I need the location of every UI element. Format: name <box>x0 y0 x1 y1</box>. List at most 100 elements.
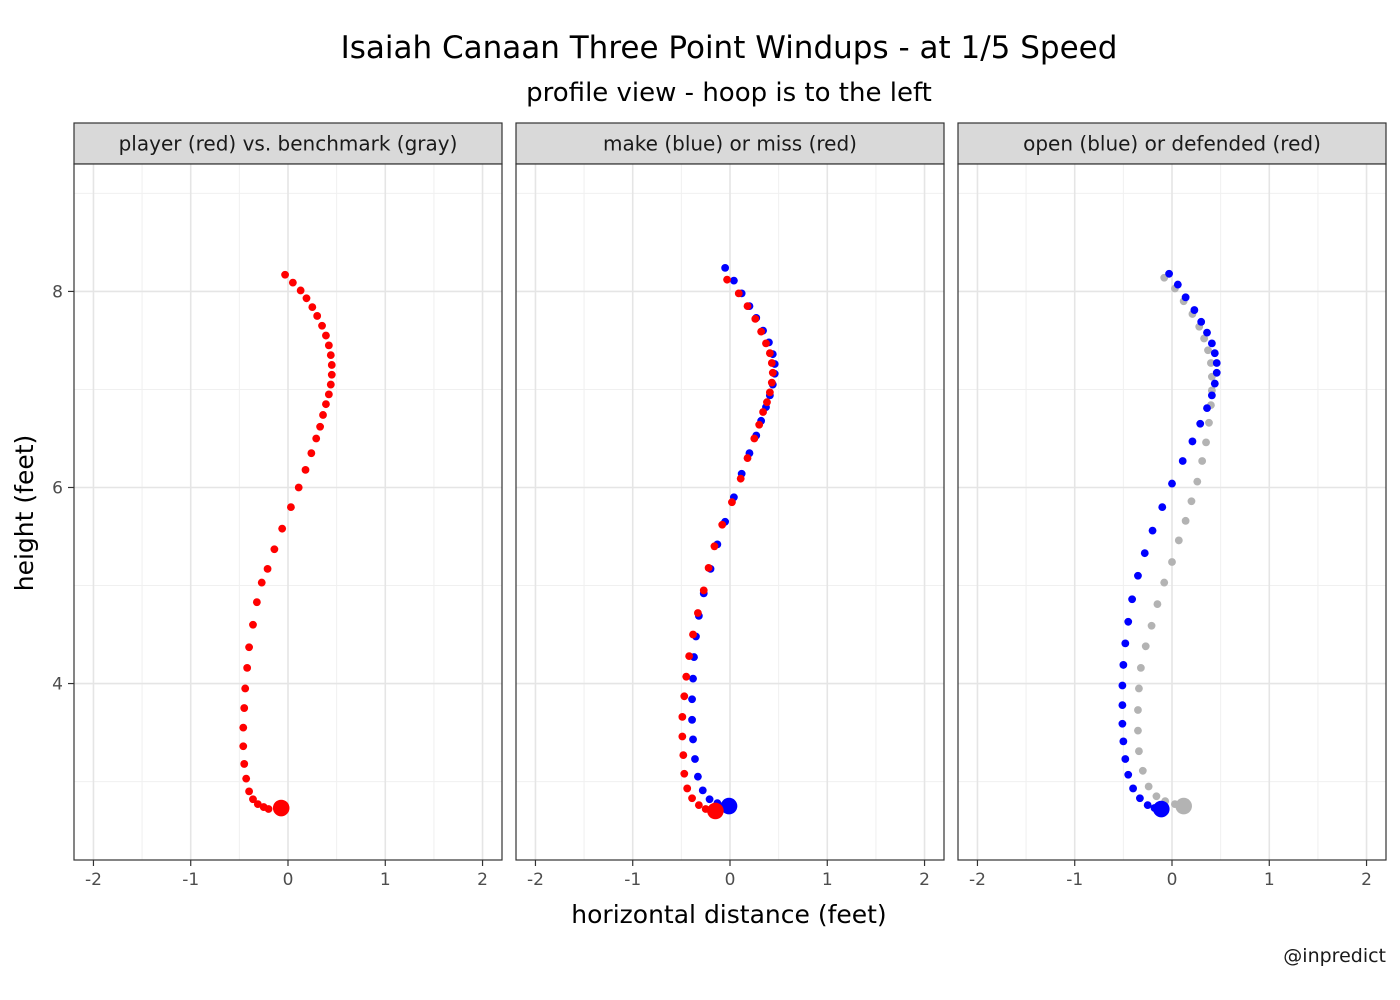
data-point <box>755 420 764 429</box>
data-point <box>1202 438 1210 447</box>
x-tick-label: 2 <box>477 870 488 890</box>
x-tick-label: 2 <box>1361 870 1372 890</box>
data-point <box>751 314 760 323</box>
data-point <box>1119 737 1128 746</box>
x-tick-label: 0 <box>1167 870 1178 890</box>
data-point <box>240 704 249 712</box>
data-point <box>1143 801 1152 810</box>
data-point <box>762 339 770 348</box>
data-point <box>1212 359 1221 367</box>
data-point <box>264 805 273 813</box>
data-point <box>1197 317 1206 326</box>
data-point <box>322 400 330 409</box>
data-point <box>1152 792 1161 801</box>
data-point <box>243 663 252 672</box>
data-point <box>1190 306 1199 314</box>
panel-2: make (blue) or miss (red) -2 -1 0 1 2 <box>515 122 945 890</box>
data-point <box>1140 549 1149 558</box>
strip-background <box>515 122 945 165</box>
data-point <box>1173 280 1182 289</box>
strip-label: player (red) vs. benchmark (gray) <box>119 132 458 156</box>
data-point <box>688 715 696 724</box>
data-point <box>750 434 759 443</box>
data-point <box>689 674 697 683</box>
data-point <box>678 732 687 741</box>
data-point <box>1207 391 1216 400</box>
data-point <box>312 434 321 443</box>
x-tick-label: 1 <box>380 870 391 890</box>
data-point <box>685 652 694 661</box>
data-point <box>1203 404 1211 412</box>
data-point <box>729 276 738 285</box>
chart-title: Isaiah Canaan Three Point Windups - at 1… <box>341 30 1118 66</box>
release-point <box>707 802 724 820</box>
data-point <box>1119 661 1128 669</box>
x-axis-title: horizontal distance (feet) <box>571 900 886 929</box>
data-point <box>245 787 253 796</box>
data-point <box>688 794 696 803</box>
x-tick-label: -2 <box>969 870 986 890</box>
data-point <box>767 359 776 367</box>
release-point <box>272 799 290 817</box>
data-point <box>1196 419 1205 428</box>
data-point <box>743 454 752 462</box>
data-point <box>767 378 776 387</box>
data-point <box>270 545 279 554</box>
data-point <box>710 542 719 551</box>
data-point <box>765 388 774 397</box>
data-point <box>249 620 257 629</box>
data-point <box>680 769 689 778</box>
data-point <box>1144 782 1153 791</box>
data-point <box>679 751 688 760</box>
data-point <box>765 349 774 358</box>
data-point <box>242 774 251 783</box>
x-tick-label: 0 <box>283 870 294 890</box>
x-tick-label: -2 <box>527 870 544 890</box>
data-point <box>1178 457 1187 465</box>
data-point <box>694 801 703 810</box>
data-point <box>734 289 743 298</box>
data-point <box>1158 503 1167 511</box>
facet-panels: player (red) vs. benchmark (gray) -2 -1 0 1 2… <box>52 122 1387 890</box>
data-point <box>694 609 702 617</box>
data-point <box>1118 719 1127 728</box>
strip-background <box>73 122 503 165</box>
data-point <box>326 380 335 389</box>
data-point <box>1138 766 1147 775</box>
data-point <box>1121 755 1130 763</box>
release-point <box>1175 797 1192 815</box>
data-point <box>239 742 248 751</box>
data-point <box>688 695 696 704</box>
x-tick-label: 0 <box>725 870 736 890</box>
release-point <box>720 797 738 815</box>
data-point <box>1203 328 1211 337</box>
data-point <box>1207 339 1216 348</box>
data-point <box>1193 477 1202 486</box>
data-point <box>704 563 713 572</box>
series-red <box>239 270 336 817</box>
data-point <box>1136 663 1145 672</box>
data-point <box>723 275 731 284</box>
data-point <box>257 578 266 587</box>
data-point <box>757 327 766 336</box>
data-point <box>294 483 303 492</box>
data-point <box>1153 600 1162 609</box>
data-point <box>759 408 767 416</box>
x-tick-label: -1 <box>182 870 199 890</box>
panel-1: player (red) vs. benchmark (gray) -2 -1 0 1 2… <box>52 122 503 890</box>
data-point <box>281 270 289 279</box>
data-point <box>324 390 333 399</box>
data-point <box>1204 346 1212 355</box>
data-point <box>689 630 697 639</box>
data-point <box>1136 794 1144 803</box>
data-point <box>1165 269 1173 278</box>
x-tick-label: -1 <box>624 870 641 890</box>
data-point <box>1174 536 1183 545</box>
y-axis-title: height (feet) <box>10 435 39 592</box>
data-point <box>327 361 336 369</box>
data-point <box>308 303 317 312</box>
data-point <box>252 598 261 607</box>
data-point <box>278 524 287 533</box>
panel-3: open (blue) or defended (red) -2 -1 0 1 2 <box>957 122 1387 890</box>
